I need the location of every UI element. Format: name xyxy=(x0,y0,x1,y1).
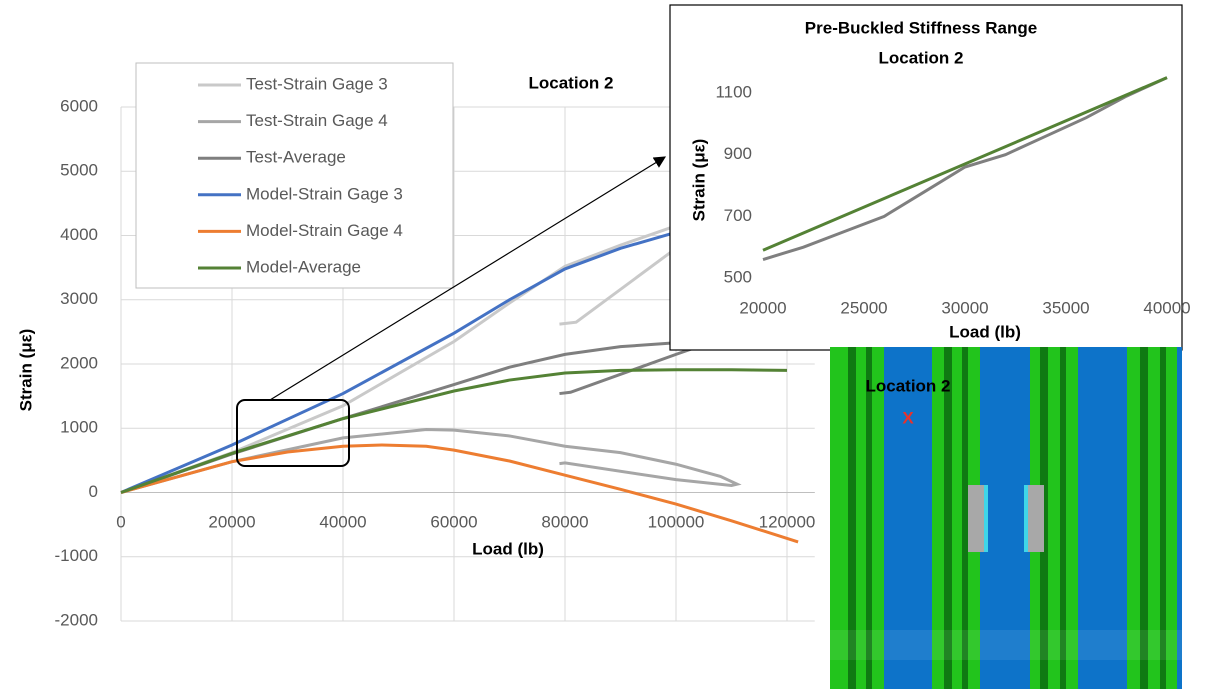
legend-label: Model-Strain Gage 3 xyxy=(246,184,403,203)
location-image: Location 2 X xyxy=(830,347,1182,689)
x-tick-label: 60000 xyxy=(430,512,477,531)
location-marker: X xyxy=(902,408,914,427)
chart-title: Location 2 xyxy=(528,73,613,92)
y-tick-label: 3000 xyxy=(60,289,98,308)
legend-label: Test-Strain Gage 4 xyxy=(246,111,388,130)
y-tick-label: 2000 xyxy=(60,353,98,372)
y-tick-label: 0 xyxy=(89,482,98,501)
y-tick-label: 500 xyxy=(724,267,752,286)
y-axis-title: Strain (με) xyxy=(16,329,35,412)
x-tick-label: 35000 xyxy=(1042,298,1089,317)
y-tick-label: -2000 xyxy=(55,610,98,629)
inset-subtitle: Location 2 xyxy=(878,48,963,67)
x-tick-label: 100000 xyxy=(648,512,705,531)
x-tick-label: 80000 xyxy=(541,512,588,531)
y-tick-label: 1100 xyxy=(715,83,752,102)
x-tick-label: 25000 xyxy=(840,298,887,317)
y-tick-label: 5000 xyxy=(60,161,98,180)
legend-label: Model-Strain Gage 4 xyxy=(246,221,403,240)
legend-label: Test-Average xyxy=(246,148,346,167)
x-tick-label: 120000 xyxy=(759,512,816,531)
x-axis-title: Load (lb) xyxy=(472,539,544,558)
y-tick-label: -1000 xyxy=(55,546,98,565)
y-axis-title: Strain (με) xyxy=(689,139,708,222)
x-axis-title: Load (lb) xyxy=(949,322,1021,341)
y-tick-label: 4000 xyxy=(60,225,98,244)
x-tick-label: 0 xyxy=(116,512,125,531)
legend-label: Test-Strain Gage 3 xyxy=(246,74,388,93)
inset-chart: Pre-Buckled Stiffness Range Location 2 L… xyxy=(670,5,1191,350)
x-tick-label: 40000 xyxy=(319,512,366,531)
y-tick-label: 900 xyxy=(724,144,752,163)
x-tick-label: 20000 xyxy=(739,298,786,317)
inset-title: Pre-Buckled Stiffness Range xyxy=(805,18,1037,37)
figure: Location 2 Load (lb) Strain (με) -2000 -1… xyxy=(0,0,1209,689)
x-tick-label: 20000 xyxy=(208,512,255,531)
y-tick-label: 700 xyxy=(724,206,752,225)
y-tick-label: 1000 xyxy=(60,418,98,437)
legend-box xyxy=(136,63,453,288)
x-tick-label: 40000 xyxy=(1143,298,1190,317)
legend-label: Model-Average xyxy=(246,257,361,276)
x-tick-label: 30000 xyxy=(941,298,988,317)
y-tick-label: 6000 xyxy=(60,96,98,115)
image-label: Location 2 xyxy=(865,376,950,395)
